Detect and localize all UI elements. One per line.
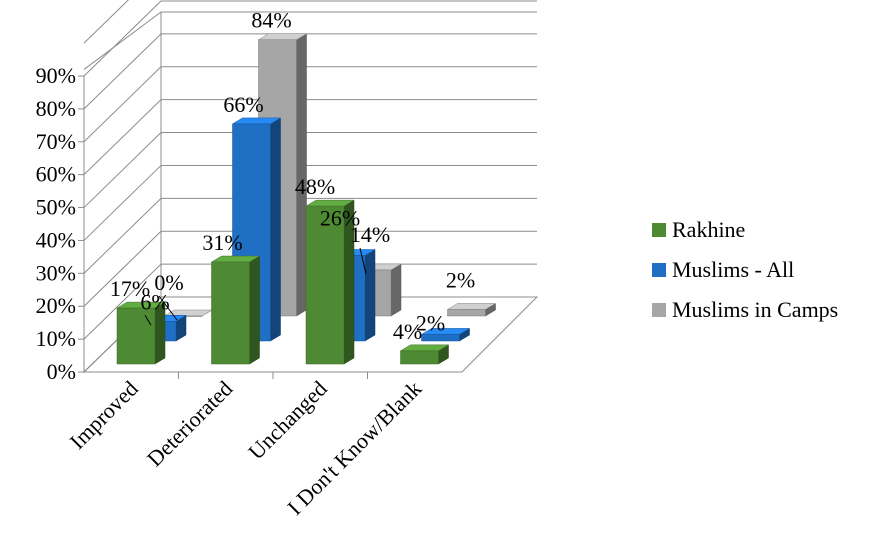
- data-labels: 0% 84% 14% 2% 6% 66% 26% 2% 17% 31% 48% 4%: [110, 8, 475, 344]
- y-axis-ticks: 0% 10% 20% 30% 40% 50% 60% 70% 80% 90%: [36, 63, 368, 384]
- legend: Rakhine Muslims - All Muslims in Camps: [652, 217, 838, 322]
- gridline: [83, 263, 537, 340]
- data-label-rakhine-improved: 17%: [110, 276, 150, 301]
- y-tick-label: 0%: [47, 359, 76, 384]
- bars: [116, 33, 497, 365]
- legend-label: Muslims in Camps: [672, 297, 838, 322]
- y-tick-label: 10%: [36, 326, 76, 351]
- data-label-rakhine-unchanged: 48%: [295, 174, 335, 199]
- gridline: [83, 197, 537, 274]
- data-label-muslims-in-camps-improved: 0%: [154, 270, 183, 295]
- y-tick-label: 30%: [36, 260, 76, 285]
- gridline: [83, 66, 537, 143]
- bar-rakhine-unchanged: [305, 199, 355, 365]
- bar-rakhine-i-don-t-know-blank: [399, 344, 450, 365]
- y-tick-label: 60%: [36, 162, 76, 187]
- leader-line: [359, 247, 367, 275]
- side-wall-top: [83, 11, 162, 70]
- legend-swatch: [652, 263, 666, 277]
- bar-rakhine-deteriorated: [210, 255, 261, 365]
- data-label-muslims-all-deteriorated: 66%: [223, 92, 263, 117]
- legend-item-muslims-in-camps: Muslims in Camps: [652, 297, 838, 322]
- gridline: [83, 0, 537, 77]
- data-label-muslims-in-camps-unchanged: 14%: [350, 222, 390, 247]
- bar-rakhine-improved: [116, 301, 166, 365]
- data-label-muslims-in-camps-i-don-t-know-blank: 2%: [446, 267, 475, 292]
- legend-swatch: [652, 223, 666, 237]
- gridline: [83, 164, 537, 241]
- gridline: [83, 33, 537, 110]
- data-label-muslims-all-i-don-t-know-blank: 2%: [416, 310, 445, 335]
- data-label-muslims-in-camps-deteriorated: 84%: [251, 8, 291, 33]
- y-tick-label: 50%: [36, 195, 76, 220]
- y-tick-label: 80%: [36, 96, 76, 121]
- category-label-unchanged: Unchanged: [243, 376, 332, 465]
- legend-label: Rakhine: [672, 217, 745, 242]
- leader-line: [144, 315, 152, 326]
- legend-swatch: [652, 303, 666, 317]
- legend-label: Muslims - All: [672, 257, 794, 282]
- legend-item-muslims-all: Muslims - All: [652, 257, 794, 282]
- data-label-muslims-all-improved: 6%: [140, 289, 169, 314]
- label-leader-lines: [144, 247, 367, 326]
- y-tick-label: 70%: [36, 129, 76, 154]
- y-tick-label: 20%: [36, 293, 76, 318]
- data-label-muslims-all-unchanged: 26%: [320, 205, 360, 230]
- category-label-deteriorated: Deteriorated: [142, 376, 237, 471]
- data-label-rakhine-deteriorated: 31%: [202, 230, 242, 255]
- data-label-rakhine-i-don-t-know-blank: 4%: [393, 319, 422, 344]
- gridline: [83, 99, 537, 176]
- gridline: [83, 296, 537, 373]
- gridline: [83, 132, 537, 208]
- y-tick-label: 40%: [36, 227, 76, 252]
- category-label-improved: Improved: [65, 376, 143, 454]
- gridline: [83, 0, 129, 44]
- leader-line: [158, 295, 178, 321]
- y-tick-label: 90%: [36, 63, 76, 88]
- gridlines: [83, 0, 537, 373]
- legend-item-rakhine: Rakhine: [652, 217, 745, 242]
- bar-muslims-in-camps-i-don-t-know-blank: [446, 302, 497, 317]
- gridline: [83, 230, 537, 307]
- bar-muslims-all-i-don-t-know-blank: [420, 327, 471, 342]
